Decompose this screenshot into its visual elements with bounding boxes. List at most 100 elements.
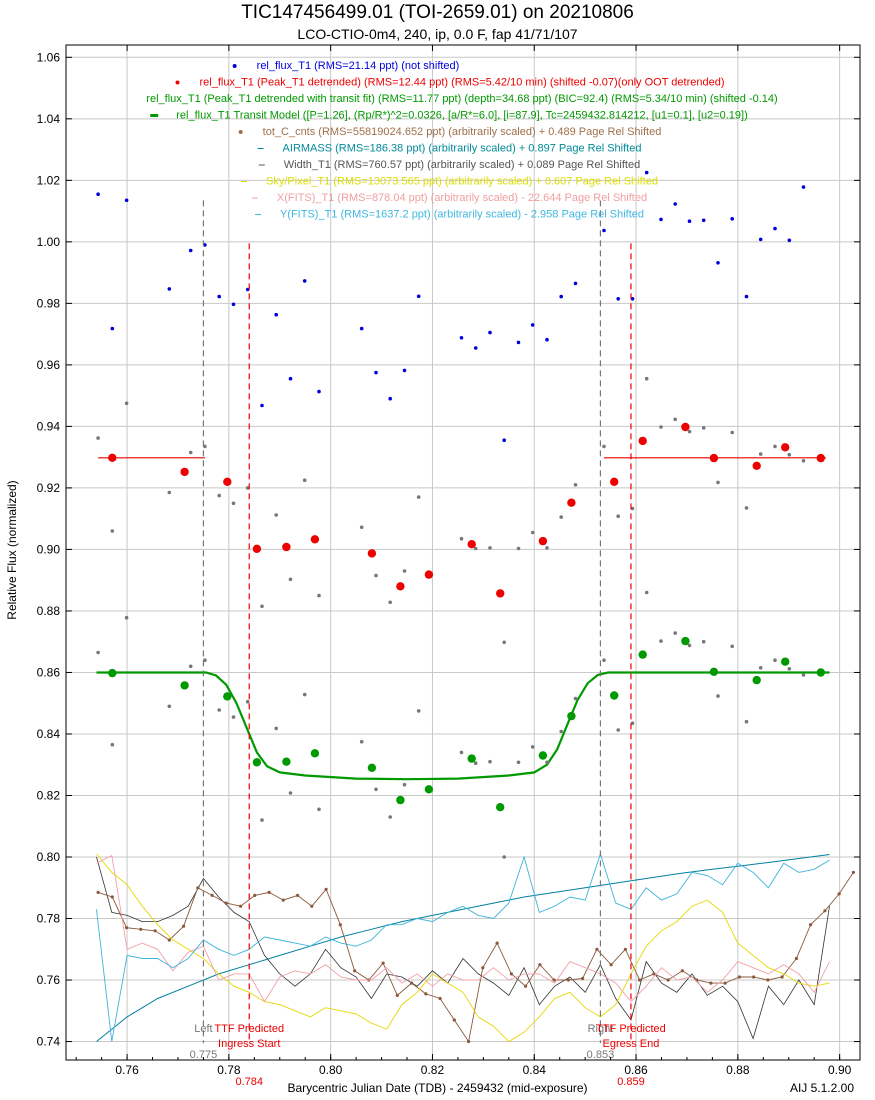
data-point [467,540,476,549]
data-point [274,726,279,731]
data-point [267,890,271,895]
data-point [559,729,563,734]
data-point [837,892,841,896]
data-point [758,452,763,456]
legend-entry: tot_C_cnts (RMS=55819024.652 ppt) (arbit… [263,126,662,138]
data-point [673,631,677,635]
legend-marker-dot [238,130,243,134]
data-point [687,643,692,648]
series-line [96,853,830,1043]
data-point [652,972,656,976]
data-point [644,170,649,175]
data-point [659,639,663,643]
chart-title: TIC147456499.01 (TOI-2659.01) on 2021080… [241,2,634,23]
series-9 [96,870,856,1044]
data-point [794,956,799,961]
y-tick-label: 0.92 [37,481,61,495]
data-point [217,708,221,712]
legend: rel_flux_T1 (RMS=21.14 ppt) (not shifted… [146,60,777,221]
data-point [609,963,613,967]
data-point [630,506,635,511]
data-point [530,530,535,535]
marker-value-label: 0.859 [617,1076,645,1088]
data-point [338,923,342,927]
x-tick-label: 0.84 [523,1063,547,1077]
data-point [473,346,478,350]
data-point [538,536,548,546]
data-point [125,926,129,930]
legend-entry: rel_flux_T1 Transit Model ([P=1.26], (Rp… [176,110,748,122]
x-tick-label: 0.90 [828,1063,852,1077]
data-point [196,886,200,890]
data-point [701,426,706,430]
marker-mid-label: Egress End [603,1038,660,1050]
data-point [610,477,619,486]
data-point [787,452,792,457]
data-point [167,704,172,709]
data-point [687,429,692,434]
legend-entry: Width_T1 (RMS=760.57 ppt) (arbitrarily s… [284,159,640,171]
data-point [638,650,647,659]
data-point [245,486,250,490]
marker-value-label: 0.784 [235,1076,263,1088]
data-point [224,901,228,905]
data-point [310,904,314,908]
data-point [281,898,285,902]
data-point [452,1018,456,1022]
data-point [167,287,172,291]
data-point [296,893,300,898]
data-point [545,546,549,550]
data-point [730,217,734,221]
data-point [231,302,236,307]
series-1 [108,422,825,598]
y-tick-label: 0.98 [37,296,61,310]
data-point [367,763,377,772]
data-point [180,467,189,477]
data-point [396,795,405,805]
data-point [381,961,385,965]
x-tick-label: 0.80 [319,1063,343,1077]
data-point [182,924,186,928]
data-point [723,981,727,985]
data-point [288,577,293,582]
marker-top-label: TTF Predicted [596,1023,666,1035]
y-tick-label: 0.86 [37,665,61,679]
legend-entry: rel_flux_T1 (Peak_T1 detrended) (RMS=12.… [200,77,725,89]
data-point [644,590,649,595]
data-point [681,636,690,646]
data-point [602,228,606,233]
data-point [167,938,171,942]
data-point [538,751,548,760]
y-tick-label: 0.84 [37,727,61,741]
data-point [317,389,321,394]
data-point [302,478,307,483]
data-point [610,691,619,700]
data-point [744,506,749,510]
data-point [773,658,777,662]
data-point [424,992,428,996]
data-point [602,658,606,662]
series-3 [96,671,830,781]
data-point [260,604,264,609]
data-point [673,417,677,422]
data-point [153,929,157,933]
data-point [367,549,377,558]
data-point [124,198,129,203]
data-point [402,368,407,373]
data-point [324,887,328,891]
data-point [787,667,792,671]
data-point [359,739,364,744]
data-point [766,978,770,982]
data-point [416,495,421,499]
y-tick-label: 1.04 [37,112,61,126]
data-point [687,219,692,223]
data-point [616,514,620,518]
data-point [374,787,378,792]
data-point [180,681,189,690]
data-point [773,226,777,231]
data-point [245,287,250,292]
data-point [502,640,507,645]
data-point [374,370,378,375]
data-point [502,855,507,859]
